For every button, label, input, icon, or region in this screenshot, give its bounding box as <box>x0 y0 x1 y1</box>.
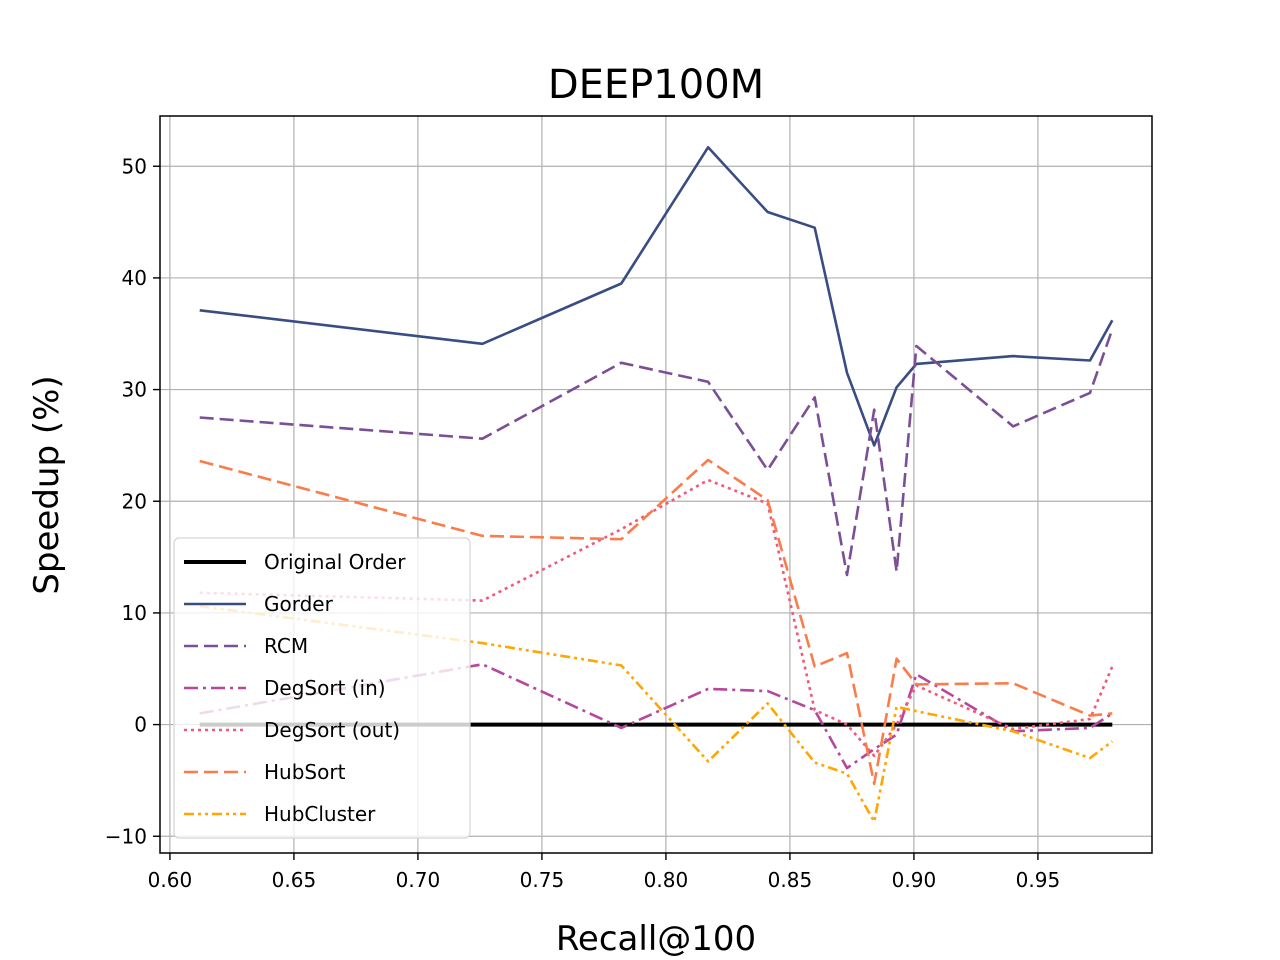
x-tick-label: 0.70 <box>396 868 441 892</box>
x-tick-label: 0.75 <box>520 868 565 892</box>
series-line-degsort-out <box>199 478 1114 758</box>
legend-box <box>173 537 471 839</box>
x-tick-label: 0.65 <box>272 868 317 892</box>
series-line-rcm <box>199 328 1114 577</box>
y-tick-label: 30 <box>122 378 147 402</box>
legend-label: Original Order <box>264 550 406 574</box>
chart-title: DEEP100M <box>548 62 764 108</box>
x-tick-label: 0.95 <box>1016 868 1061 892</box>
x-tick-label: 0.60 <box>148 868 193 892</box>
y-tick-label: 0 <box>134 713 147 737</box>
x-tick-label: 0.90 <box>892 868 937 892</box>
legend-label: RCM <box>264 634 308 658</box>
axis-ticks: 0.60 0.65 0.70 0.75 0.80 0.85 0.90 0.95 −10 0 10 20… <box>105 154 1060 892</box>
y-tick-label: 50 <box>122 154 147 178</box>
x-tick-label: 0.80 <box>644 868 689 892</box>
series-line-gorder <box>199 146 1114 447</box>
y-tick-label: 40 <box>122 266 147 290</box>
y-tick-label: 20 <box>122 489 147 513</box>
series-line-hubsort <box>199 458 1113 786</box>
legend: Original Order Gorder RCM DegSort (in) DegSo… <box>173 537 471 839</box>
x-tick-label: 0.85 <box>768 868 813 892</box>
x-axis-label: Recall@100 <box>556 919 756 959</box>
legend-label: HubSort <box>264 760 346 784</box>
plot-frame <box>159 115 1153 854</box>
legend-label: DegSort (in) <box>264 676 386 700</box>
y-tick-label: −10 <box>105 824 147 848</box>
series-line-hubcluster <box>199 604 1114 824</box>
y-tick-label: 10 <box>122 601 147 625</box>
series-lines <box>199 146 1114 824</box>
legend-label: DegSort (out) <box>264 718 400 742</box>
y-axis-label: Speedup (%) <box>27 375 67 594</box>
legend-label: Gorder <box>264 592 334 616</box>
legend-label: HubCluster <box>264 802 376 826</box>
